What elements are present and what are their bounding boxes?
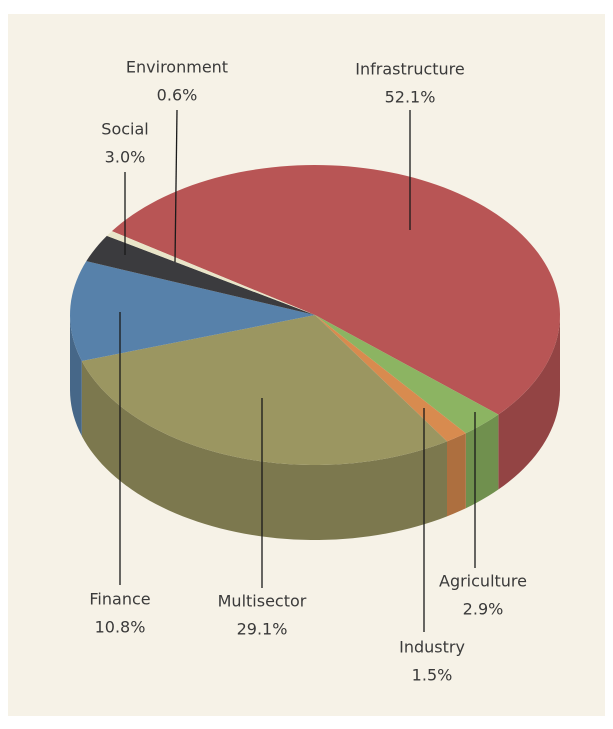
value-label: 29.1% [237,620,288,639]
value-label: 0.6% [157,86,198,105]
value-label: 3.0% [105,148,146,167]
slice-side [465,414,499,509]
slice [111,165,560,415]
slice [106,231,316,315]
category-label: Finance [89,590,150,609]
slice [315,315,499,434]
category-label: Infrastructure [355,60,464,79]
slice [86,235,315,315]
slice-side [70,315,82,436]
slice-side [81,360,447,540]
category-label: Industry [399,638,465,657]
value-label: 1.5% [412,666,453,685]
slice-side [498,315,560,490]
value-label: 10.8% [95,618,146,637]
category-label: Agriculture [439,572,527,591]
value-label: 2.9% [463,600,504,619]
slice-side [447,433,466,517]
category-label: Environment [126,58,228,77]
value-label: 52.1% [385,88,436,107]
slice [81,315,447,465]
category-label: Social [101,120,148,139]
slice [70,261,315,361]
category-label: Multisector [218,592,307,611]
leader-line [174,109,178,263]
slice [315,315,466,442]
